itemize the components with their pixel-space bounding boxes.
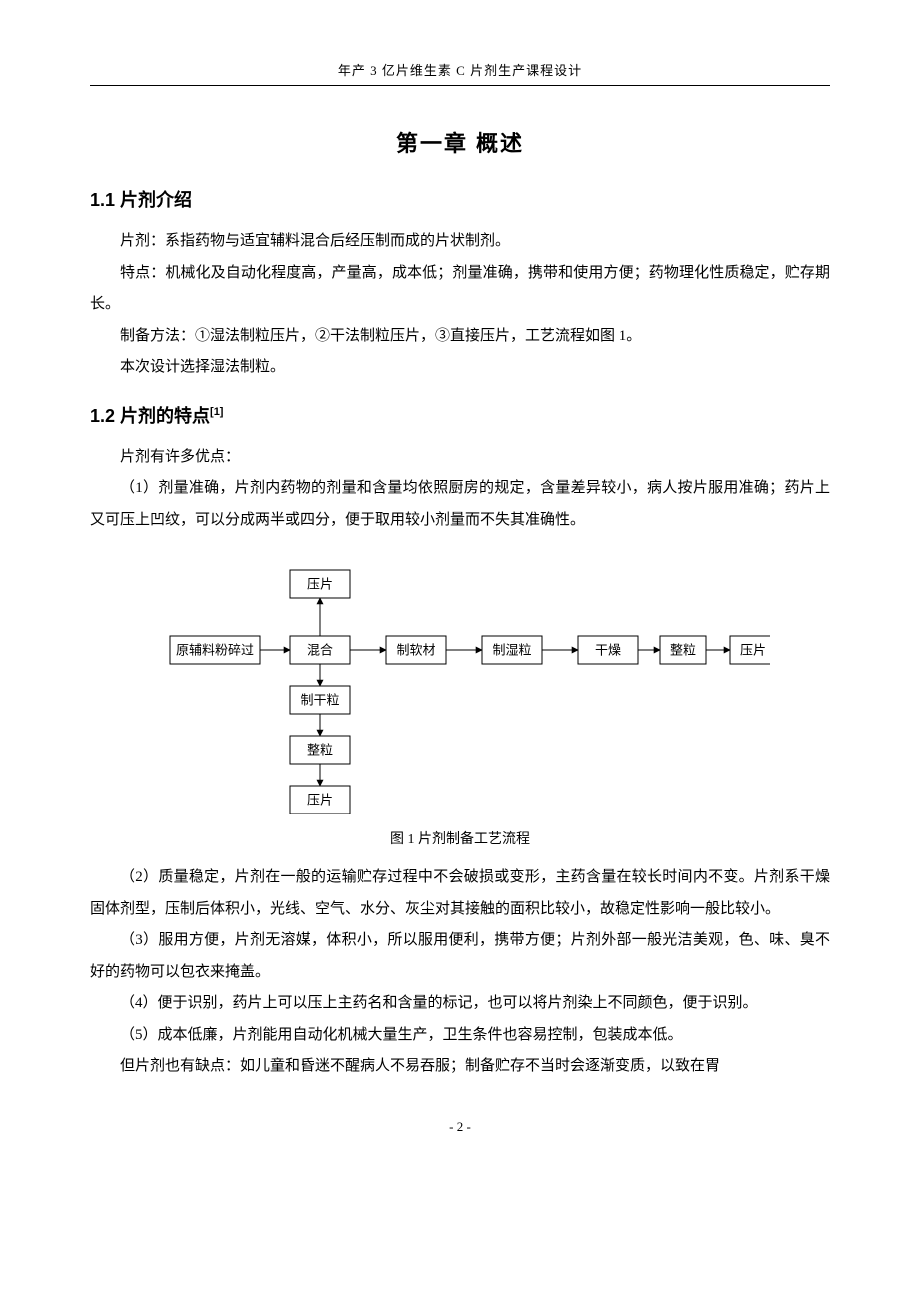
svg-text:混合: 混合: [307, 643, 333, 658]
node-press2: 压片: [290, 786, 350, 814]
svg-text:原辅料粉碎过: 原辅料粉碎过: [176, 643, 254, 658]
section-1-2-title-ref: [1]: [210, 406, 223, 418]
s2-p2: （2）质量稳定，片剂在一般的运输贮存过程中不会破损或变形，主药含量在较长时间内不…: [90, 862, 830, 925]
figure-1-flowchart: 原辅料粉碎过混合制软材制湿粒干燥整粒压片压片制干粒整粒压片: [150, 554, 770, 814]
section-1-2-title: 1.2 片剂的特点[1]: [90, 402, 830, 428]
flowchart-svg: 原辅料粉碎过混合制软材制湿粒干燥整粒压片压片制干粒整粒压片: [150, 554, 770, 814]
svg-text:压片: 压片: [307, 577, 333, 592]
s2-p5: （5）成本低廉，片剂能用自动化机械大量生产，卫生条件也容易控制，包装成本低。: [90, 1020, 830, 1052]
s2-p0: 片剂有许多优点：: [90, 442, 830, 474]
node-drygran: 制干粒: [290, 686, 350, 714]
svg-text:制软材: 制软材: [396, 643, 435, 658]
node-top-press: 压片: [290, 570, 350, 598]
s2-p6: 但片剂也有缺点：如儿童和昏迷不醒病人不易吞服；制备贮存不当时会逐渐变质，以致在胃: [90, 1051, 830, 1083]
s2-p4: （4）便于识别，药片上可以压上主药名和含量的标记，也可以将片剂染上不同颜色，便于…: [90, 988, 830, 1020]
svg-text:制干粒: 制干粒: [300, 693, 339, 708]
svg-text:整粒: 整粒: [670, 643, 696, 658]
section-1-1-title: 1.1 片剂介绍: [90, 186, 830, 212]
node-dry: 干燥: [578, 636, 638, 664]
s2-p1: （1）剂量准确，片剂内药物的剂量和含量均依照厨房的规定，含量差异较小，病人按片服…: [90, 473, 830, 536]
figure-1-caption: 图 1 片剂制备工艺流程: [90, 828, 830, 848]
node-tidy: 整粒: [660, 636, 706, 664]
s2-p3: （3）服用方便，片剂无溶媒，体积小，所以服用便利，携带方便；片剂外部一般光洁美观…: [90, 925, 830, 988]
s1-p4: 本次设计选择湿法制粒。: [90, 352, 830, 384]
node-wet: 制湿粒: [482, 636, 542, 664]
node-tidy2: 整粒: [290, 736, 350, 764]
section-1-2-title-main: 1.2 片剂的特点: [90, 406, 210, 426]
s1-p2: 特点：机械化及自动化程度高，产量高，成本低；剂量准确，携带和使用方便；药物理化性…: [90, 258, 830, 321]
node-mix: 混合: [290, 636, 350, 664]
svg-text:制湿粒: 制湿粒: [492, 643, 531, 658]
chapter-title: 第一章 概述: [90, 126, 830, 158]
svg-text:整粒: 整粒: [307, 743, 333, 758]
header-rule: [90, 85, 830, 86]
s1-p1: 片剂：系指药物与适宜辅料混合后经压制而成的片状制剂。: [90, 226, 830, 258]
svg-text:压片: 压片: [307, 793, 333, 808]
svg-text:干燥: 干燥: [595, 643, 621, 658]
node-press: 压片: [730, 636, 770, 664]
node-soft: 制软材: [386, 636, 446, 664]
s1-p3: 制备方法：①湿法制粒压片，②干法制粒压片，③直接压片，工艺流程如图 1。: [90, 321, 830, 353]
running-header: 年产 3 亿片维生素 C 片剂生产课程设计: [90, 60, 830, 79]
page-number: - 2 -: [90, 1119, 830, 1135]
svg-text:压片: 压片: [740, 643, 766, 658]
node-source: 原辅料粉碎过: [170, 636, 260, 664]
